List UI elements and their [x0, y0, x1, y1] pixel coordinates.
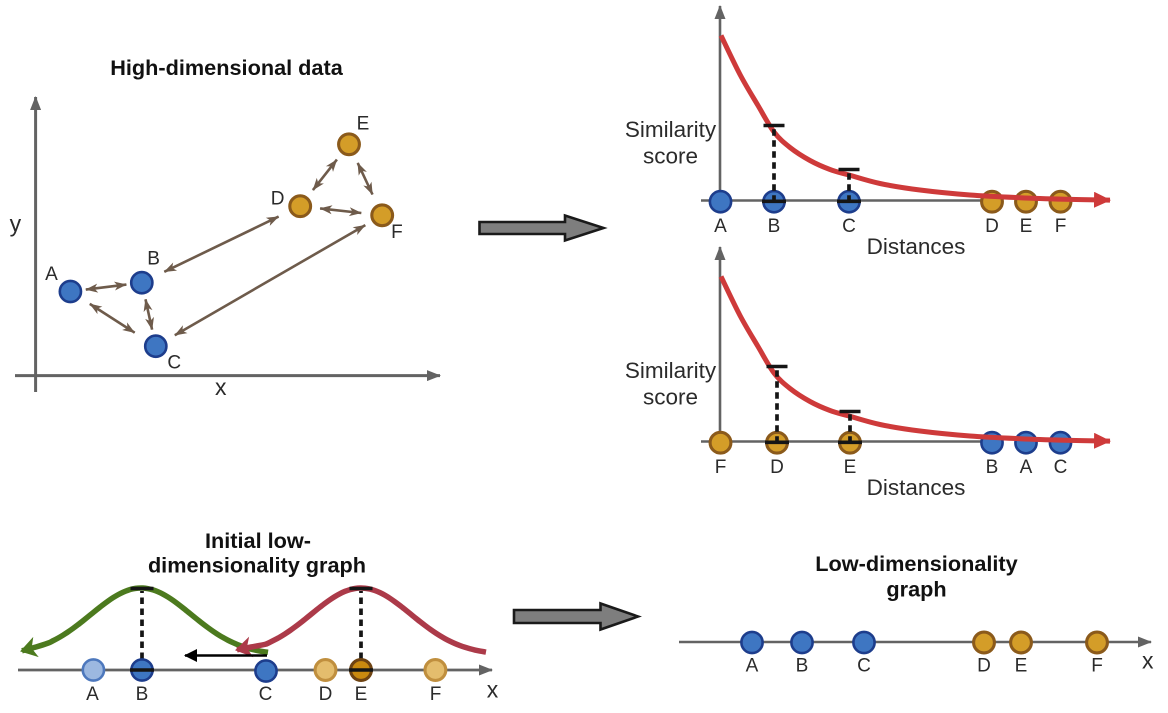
- svg-text:Distances: Distances: [867, 234, 966, 259]
- svg-text:F: F: [1055, 216, 1067, 237]
- svg-text:D: D: [985, 216, 999, 237]
- svg-text:A: A: [746, 656, 759, 677]
- svg-text:Initial low-: Initial low-: [205, 528, 311, 553]
- svg-text:High-dimensional data: High-dimensional data: [110, 55, 343, 80]
- svg-text:B: B: [147, 249, 160, 270]
- svg-text:Similarity: Similarity: [625, 117, 717, 142]
- svg-text:F: F: [715, 457, 727, 478]
- svg-text:A: A: [45, 264, 58, 285]
- svg-text:score: score: [643, 144, 698, 169]
- svg-text:C: C: [1054, 457, 1068, 478]
- svg-text:A: A: [86, 684, 99, 705]
- svg-text:Low-dimensionality: Low-dimensionality: [815, 551, 1017, 576]
- svg-text:D: D: [271, 189, 285, 210]
- svg-text:C: C: [857, 656, 871, 677]
- svg-text:B: B: [796, 656, 809, 677]
- svg-text:Similarity: Similarity: [625, 358, 717, 383]
- svg-text:score: score: [643, 385, 698, 410]
- svg-text:x: x: [487, 677, 499, 703]
- svg-text:F: F: [391, 222, 403, 243]
- svg-text:graph: graph: [886, 577, 946, 602]
- svg-text:B: B: [768, 216, 781, 237]
- svg-text:A: A: [1020, 457, 1033, 478]
- svg-text:D: D: [977, 656, 991, 677]
- svg-text:F: F: [430, 684, 442, 705]
- svg-text:A: A: [714, 216, 727, 237]
- svg-text:D: D: [319, 684, 333, 705]
- svg-text:F: F: [1091, 656, 1103, 677]
- svg-text:dimensionality graph: dimensionality graph: [148, 553, 366, 578]
- svg-text:E: E: [355, 684, 368, 705]
- svg-text:E: E: [844, 457, 857, 478]
- svg-text:C: C: [842, 216, 856, 237]
- svg-text:E: E: [1020, 216, 1033, 237]
- svg-text:x: x: [1142, 648, 1154, 674]
- svg-text:E: E: [357, 114, 370, 135]
- svg-text:E: E: [1015, 656, 1028, 677]
- svg-text:y: y: [10, 211, 22, 237]
- svg-text:Distances: Distances: [867, 475, 966, 500]
- svg-text:B: B: [986, 457, 999, 478]
- svg-text:x: x: [215, 374, 227, 400]
- svg-text:D: D: [770, 457, 784, 478]
- svg-text:B: B: [136, 684, 149, 705]
- svg-text:C: C: [259, 684, 273, 705]
- svg-text:C: C: [167, 353, 181, 374]
